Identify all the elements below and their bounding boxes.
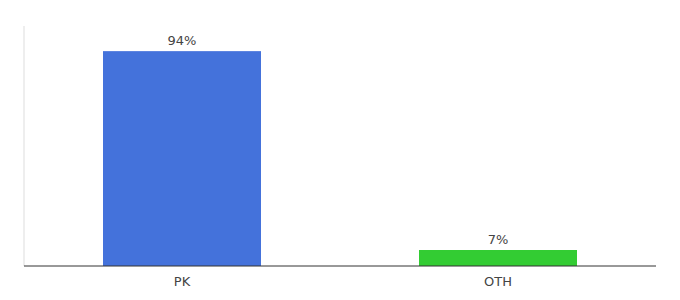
- x-axis-line: [24, 266, 656, 267]
- data-label: 7%: [488, 232, 509, 247]
- x-tick-label: PK: [174, 274, 191, 289]
- chart-container: 94% 7% PK OTH: [0, 0, 680, 300]
- data-label: 94%: [168, 33, 197, 48]
- page: {"chart_data": {"type": "bar", "categori…: [0, 0, 680, 300]
- labels: 94% 7%: [168, 33, 509, 247]
- y-axis-line: [24, 26, 25, 266]
- bar: [103, 51, 261, 266]
- bars: [103, 51, 577, 266]
- chart-svg: 94% 7% PK OTH: [0, 0, 680, 300]
- bar: [419, 250, 577, 266]
- x-tick-label: OTH: [484, 274, 512, 289]
